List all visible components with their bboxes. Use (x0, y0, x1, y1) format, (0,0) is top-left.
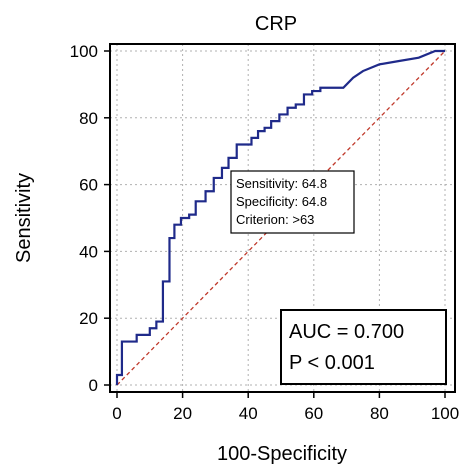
x-axis-title: 100-Specificity (217, 443, 347, 465)
x-tick-labels: 0 20 40 60 80 100 (112, 404, 459, 423)
y-tick-label: 100 (70, 42, 98, 61)
auc-label: AUC = 0.700 (289, 321, 404, 343)
stats-box: AUC = 0.700 P < 0.001 (280, 309, 447, 385)
callout-criterion: Criterion: >63 (236, 212, 314, 227)
y-tick-label: 80 (79, 109, 98, 128)
callout-box (230, 170, 355, 234)
y-tick-label: 0 (89, 376, 98, 395)
criterion-callout: Sensitivity: 64.8 Specificity: 64.8 Crit… (230, 170, 355, 234)
stats-box-frame (280, 309, 447, 385)
x-tick-label: 40 (239, 404, 258, 423)
x-tick-label: 100 (431, 404, 459, 423)
y-axis-title: Sensitivity (13, 173, 35, 263)
callout-specificity: Specificity: 64.8 (236, 194, 327, 209)
p-value-label: P < 0.001 (289, 352, 375, 374)
chart-title: CRP (255, 13, 297, 35)
y-tick-label: 40 (79, 242, 98, 261)
callout-sensitivity: Sensitivity: 64.8 (236, 176, 327, 191)
y-tick-label: 60 (79, 176, 98, 195)
x-tick-label: 60 (304, 404, 323, 423)
roc-curve-line (115, 49, 445, 385)
x-tick-label: 80 (370, 404, 389, 423)
x-tick-label: 20 (173, 404, 192, 423)
x-tick-label: 0 (112, 404, 121, 423)
y-tick-label: 20 (79, 309, 98, 328)
axis-ticks (104, 50, 446, 398)
y-tick-labels: 0 20 40 60 80 100 (70, 42, 98, 395)
plot-frame (109, 43, 456, 393)
